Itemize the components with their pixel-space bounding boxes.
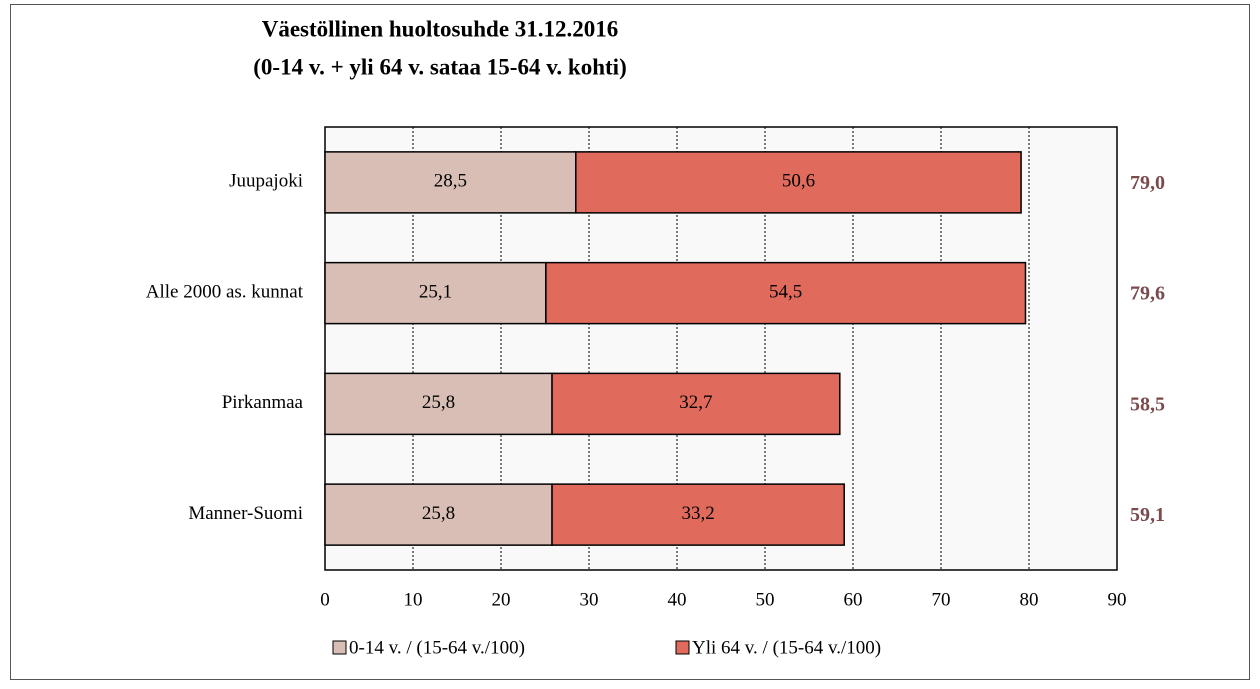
x-tick-label: 40 [668,589,687,610]
y-tick-label: Juupajoki [229,171,303,192]
total-label: 79,0 [1130,172,1165,194]
legend-swatch [675,640,690,655]
x-tick-label: 0 [320,589,330,610]
x-tick-label: 70 [932,589,951,610]
data-label: 32,7 [679,392,712,413]
data-label: 25,8 [422,503,455,524]
bar-segment [324,372,553,436]
total-label: 79,6 [1130,283,1165,305]
data-label: 28,5 [434,171,467,192]
chart-subtitle: (0-14 v. + yli 64 v. sataa 15-64 v. koht… [253,54,626,79]
bar-segment [551,483,845,546]
data-label: 25,8 [422,392,455,413]
x-tick-label: 60 [844,589,863,610]
x-tick-label: 50 [756,589,775,610]
x-tick-label: 20 [492,589,511,610]
total-label: 59,1 [1130,504,1165,526]
y-tick-label: Pirkanmaa [222,392,304,413]
legend-label: 0-14 v. / (15-64 v./100) [349,637,525,658]
x-tick-label: 30 [580,589,599,610]
chart-title: Väestöllinen huoltosuhde 31.12.2016 [262,16,619,41]
data-label: 33,2 [681,503,714,524]
total-label: 58,5 [1130,393,1165,415]
bar-segment [545,261,1027,325]
x-tick-label: 10 [404,589,423,610]
data-label: 54,5 [769,281,802,302]
legend-swatch [332,640,347,655]
x-tick-label: 90 [1108,589,1127,610]
bar-segment [324,483,553,546]
bar-segment [551,372,841,436]
data-label: 50,6 [782,171,815,192]
x-tick-label: 80 [1020,589,1039,610]
data-label: 25,1 [419,281,452,302]
y-tick-label: Manner-Suomi [188,503,303,524]
y-tick-label: Alle 2000 as. kunnat [146,281,304,302]
legend-label: Yli 64 v. / (15-64 v./100) [692,637,881,658]
bar-segment [575,151,1022,214]
plot-border [324,126,1118,571]
